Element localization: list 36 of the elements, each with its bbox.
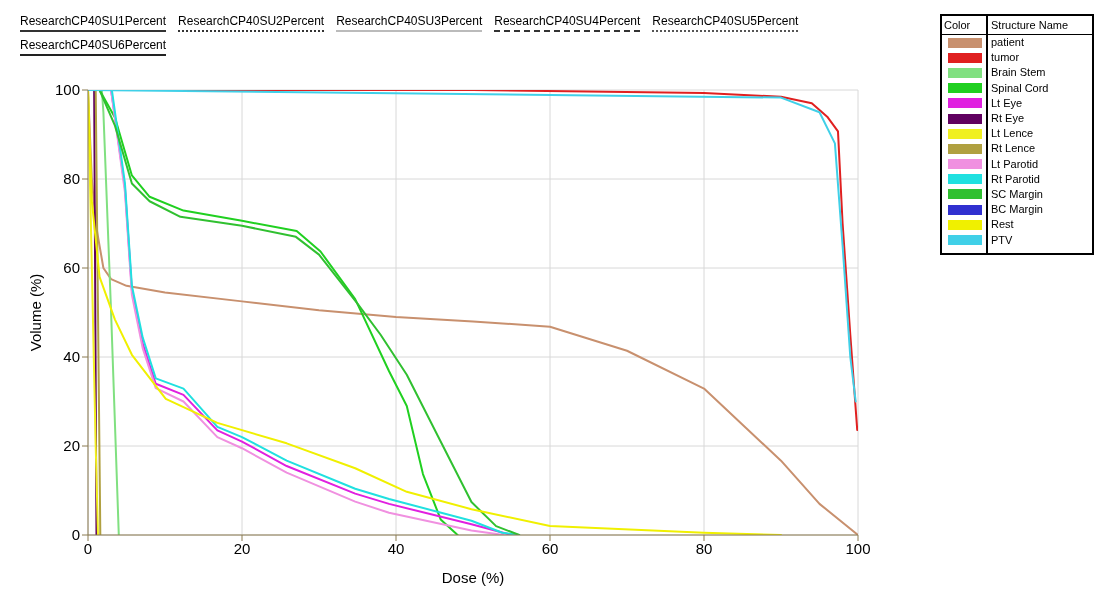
- legend-label: Brain Stem: [991, 66, 1046, 80]
- x-tick-label: 0: [83, 539, 93, 557]
- legend-label: Rt Lence: [991, 142, 1036, 156]
- legend-label: tumor: [991, 51, 1020, 65]
- x-tick-label: 60: [541, 539, 559, 557]
- x-tick-label: 80: [695, 539, 713, 557]
- legend-label: patient: [991, 36, 1025, 50]
- y-tick-label: 80: [63, 170, 80, 188]
- legend-label: Rest: [991, 218, 1014, 232]
- y-axis-title: Volume (%): [27, 273, 45, 352]
- legend-label: PTV: [991, 233, 1013, 247]
- y-tick-label: 100: [54, 81, 80, 99]
- legend-label: BC Margin: [991, 203, 1043, 217]
- legend-label: SC Margin: [991, 187, 1043, 201]
- y-tick-label: 40: [63, 348, 80, 366]
- x-tick-label: 20: [233, 539, 251, 557]
- text: ResearchCP40SU1Percent: [20, 14, 167, 32]
- y-tick-label: 20: [63, 437, 80, 455]
- text: ResearchCP40SU2Percent: [178, 14, 325, 32]
- legend-title: Structure Name: [990, 19, 1070, 31]
- y-tick-label: 60: [63, 259, 80, 277]
- legend-label: Lt Parotid: [991, 157, 1039, 171]
- x-tick-label: 100: [845, 539, 871, 557]
- legend-label: Lt Eye: [991, 96, 1023, 110]
- text: ResearchCP40SU4Percent: [494, 14, 641, 32]
- legend-label: Lt Lence: [991, 127, 1034, 141]
- x-tick-label: 40: [387, 539, 405, 557]
- text: ResearchCP40SU5Percent: [652, 14, 799, 32]
- legend-label: Spinal Cord: [991, 81, 1049, 95]
- x-axis-title: Dose (%): [441, 569, 505, 586]
- text: Color: [943, 19, 972, 31]
- text: ResearchCP40SU6Percent: [20, 38, 167, 56]
- legend-label: Rt Eye: [991, 112, 1025, 126]
- text: ResearchCP40SU3Percent: [336, 14, 483, 32]
- legend-label: Rt Parotid: [991, 172, 1040, 186]
- y-tick-label: 0: [71, 526, 80, 544]
